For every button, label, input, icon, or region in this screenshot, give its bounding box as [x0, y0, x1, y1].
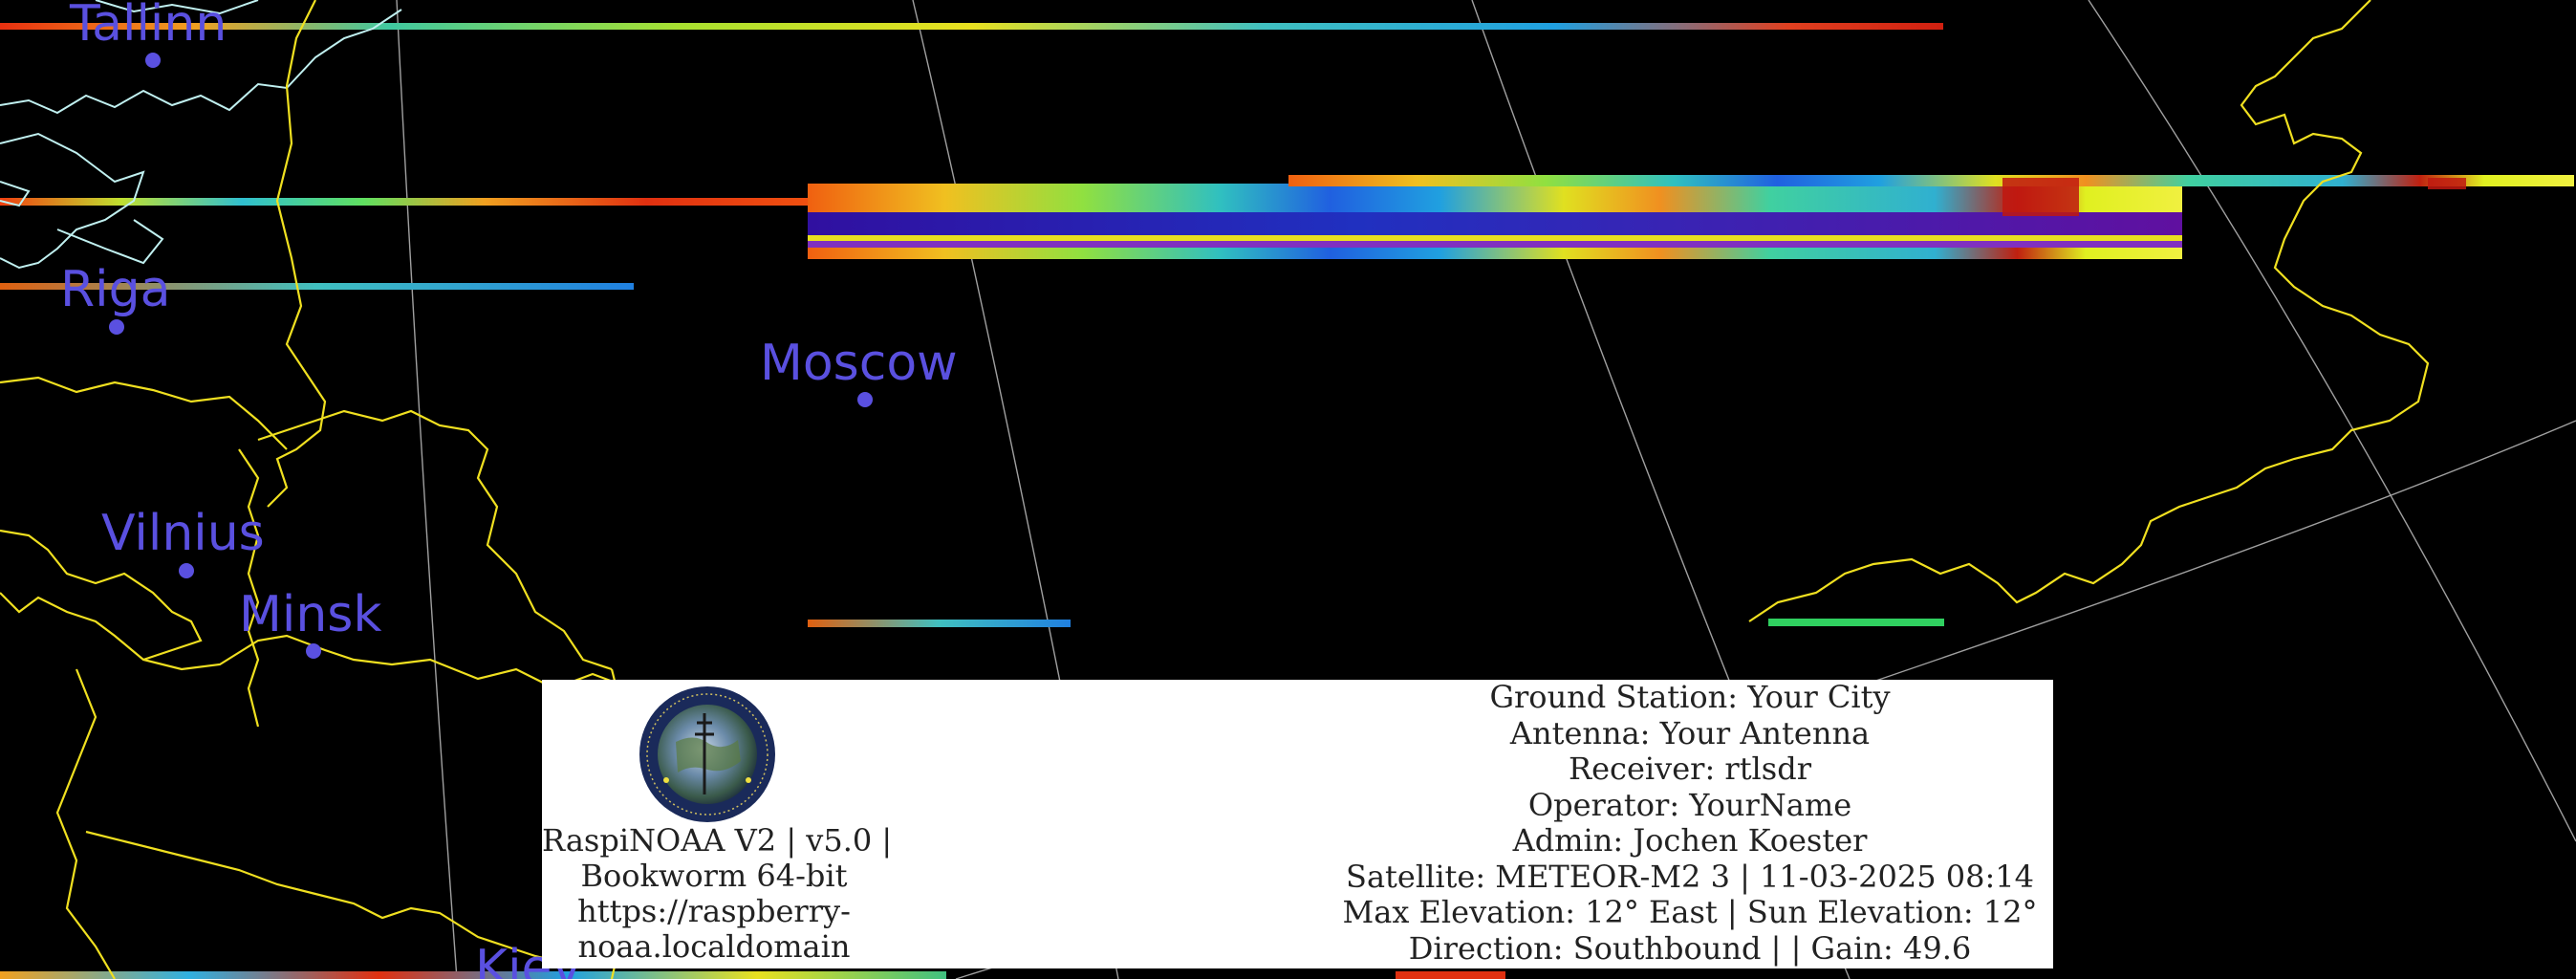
city-label-vilnius: Vilnius	[101, 505, 265, 562]
software-line: RaspiNOAA V2 | v5.0 |	[542, 822, 893, 859]
receiver-line: Receiver: rtlsdr	[1569, 751, 1811, 787]
operator-line: Operator: YourName	[1527, 786, 1852, 823]
city-label-riga: Riga	[60, 261, 170, 318]
satellite-line: Satellite: METEOR-M2 3 | 11-03-2025 08:1…	[1346, 858, 2034, 895]
software-line: https://raspberry-	[577, 893, 851, 929]
city-dot-minsk	[306, 643, 321, 659]
city-label-tallinn: Tallinn	[69, 0, 227, 53]
city-dot-tallinn	[145, 53, 161, 68]
city-dot-moscow	[857, 392, 873, 407]
antenna-line: Antenna: Your Antenna	[1509, 714, 1871, 751]
software-line: noaa.localdomain	[577, 928, 851, 965]
info-panel: RaspiNOAA V2 | v5.0 | Bookworm 64-bit ht…	[542, 679, 2053, 968]
software-info: RaspiNOAA V2 | v5.0 | Bookworm 64-bit ht…	[542, 822, 893, 965]
city-labels: Tallinn Riga Moscow Vilnius Minsk Kiev	[60, 0, 958, 979]
ground-station-line: Ground Station: Your City	[1489, 679, 1891, 715]
city-dot-vilnius	[179, 563, 194, 578]
city-label-moscow: Moscow	[760, 335, 958, 392]
city-label-minsk: Minsk	[239, 586, 381, 643]
station-info: Ground Station: Your City Antenna: Your …	[1327, 679, 2053, 967]
direction-line: Direction: Southbound | | Gain: 49.6	[1408, 929, 1972, 967]
admin-line: Admin: Jochen Koester	[1512, 822, 1868, 859]
station-logo-icon	[638, 685, 777, 824]
elevation-line: Max Elevation: 12° East | Sun Elevation:…	[1342, 894, 2038, 930]
city-markers	[109, 53, 873, 659]
software-line: Bookworm 64-bit	[580, 858, 848, 894]
satellite-imagery	[0, 23, 2574, 979]
coastline	[0, 0, 402, 270]
city-dot-riga	[109, 319, 124, 335]
